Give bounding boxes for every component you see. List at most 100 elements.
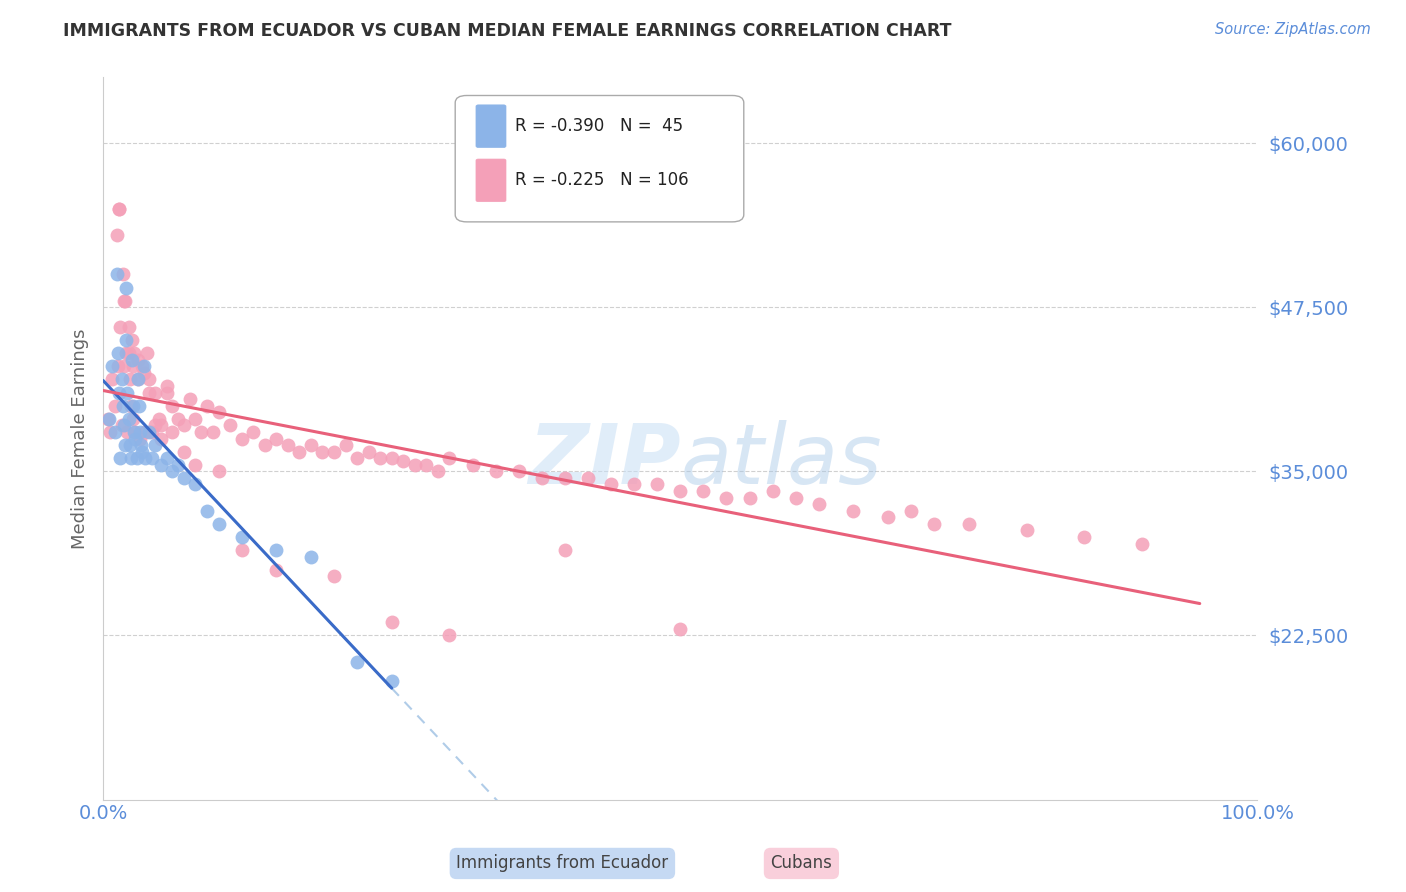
Point <box>190 425 212 439</box>
Point <box>381 674 404 689</box>
Point <box>110 320 132 334</box>
Point <box>807 497 830 511</box>
Point <box>131 444 153 458</box>
Point <box>110 418 132 433</box>
Point <box>127 352 149 367</box>
Point <box>122 399 145 413</box>
Point <box>107 359 129 374</box>
Point <box>129 425 152 439</box>
Point <box>122 412 145 426</box>
Point <box>623 477 645 491</box>
Point <box>114 438 136 452</box>
Point <box>264 563 287 577</box>
Point <box>104 425 127 439</box>
Point <box>162 399 184 413</box>
Text: Cubans: Cubans <box>770 855 832 872</box>
Point <box>138 372 160 386</box>
Point <box>179 392 201 406</box>
Point <box>231 432 253 446</box>
Point <box>131 359 153 374</box>
Point <box>149 458 172 472</box>
Point <box>669 484 692 499</box>
Point <box>762 484 785 499</box>
Point <box>141 451 163 466</box>
Point <box>242 425 264 439</box>
Point <box>138 385 160 400</box>
Point <box>346 451 368 466</box>
Point <box>101 372 124 386</box>
Point <box>299 438 322 452</box>
Point <box>1130 536 1153 550</box>
Point <box>121 333 143 347</box>
Point <box>439 451 461 466</box>
Point <box>323 569 346 583</box>
Point <box>143 385 166 400</box>
Point <box>600 477 623 491</box>
Point <box>134 451 156 466</box>
Point <box>97 412 120 426</box>
Point <box>381 615 404 630</box>
Point <box>143 418 166 433</box>
Point <box>97 412 120 426</box>
Point <box>264 543 287 558</box>
FancyBboxPatch shape <box>477 105 506 147</box>
Point <box>117 320 139 334</box>
Text: atlas: atlas <box>681 420 882 500</box>
Point <box>156 385 179 400</box>
Point <box>112 418 135 433</box>
Point <box>156 379 179 393</box>
Point <box>173 418 195 433</box>
Point <box>184 458 207 472</box>
Point <box>231 543 253 558</box>
Point <box>156 451 179 466</box>
Point <box>922 516 945 531</box>
Point <box>207 405 229 419</box>
Point <box>98 425 121 439</box>
Point <box>105 227 128 242</box>
FancyBboxPatch shape <box>456 95 744 222</box>
Point <box>118 372 141 386</box>
Point <box>127 372 149 386</box>
Point <box>842 504 865 518</box>
Point <box>201 425 224 439</box>
Point <box>112 359 135 374</box>
Point <box>167 412 190 426</box>
Point <box>124 346 146 360</box>
Point <box>138 425 160 439</box>
Point <box>554 471 576 485</box>
Point <box>311 444 333 458</box>
Text: IMMIGRANTS FROM ECUADOR VS CUBAN MEDIAN FEMALE EARNINGS CORRELATION CHART: IMMIGRANTS FROM ECUADOR VS CUBAN MEDIAN … <box>63 22 952 40</box>
Point <box>404 458 426 472</box>
Point <box>508 464 530 478</box>
Point <box>127 372 149 386</box>
Point <box>357 444 380 458</box>
Point <box>162 464 184 478</box>
Point <box>692 484 714 499</box>
Point <box>121 352 143 367</box>
Point <box>129 438 152 452</box>
Point <box>112 293 135 308</box>
Point <box>785 491 807 505</box>
Point <box>426 464 449 478</box>
Text: R = -0.390   N =  45: R = -0.390 N = 45 <box>515 117 683 135</box>
Point <box>173 471 195 485</box>
Text: ZIP: ZIP <box>527 420 681 500</box>
Text: R = -0.225   N = 106: R = -0.225 N = 106 <box>515 171 689 189</box>
Point <box>1073 530 1095 544</box>
Point <box>122 359 145 374</box>
Point <box>957 516 980 531</box>
Point <box>107 346 129 360</box>
Point <box>184 412 207 426</box>
Point <box>554 543 576 558</box>
Point <box>439 628 461 642</box>
Point <box>118 438 141 452</box>
Point <box>108 202 131 216</box>
Point <box>108 385 131 400</box>
Point <box>110 451 132 466</box>
Point <box>141 425 163 439</box>
Point <box>219 418 242 433</box>
Point <box>277 438 299 452</box>
Point <box>136 346 159 360</box>
Point <box>484 464 506 478</box>
Point <box>115 346 138 360</box>
